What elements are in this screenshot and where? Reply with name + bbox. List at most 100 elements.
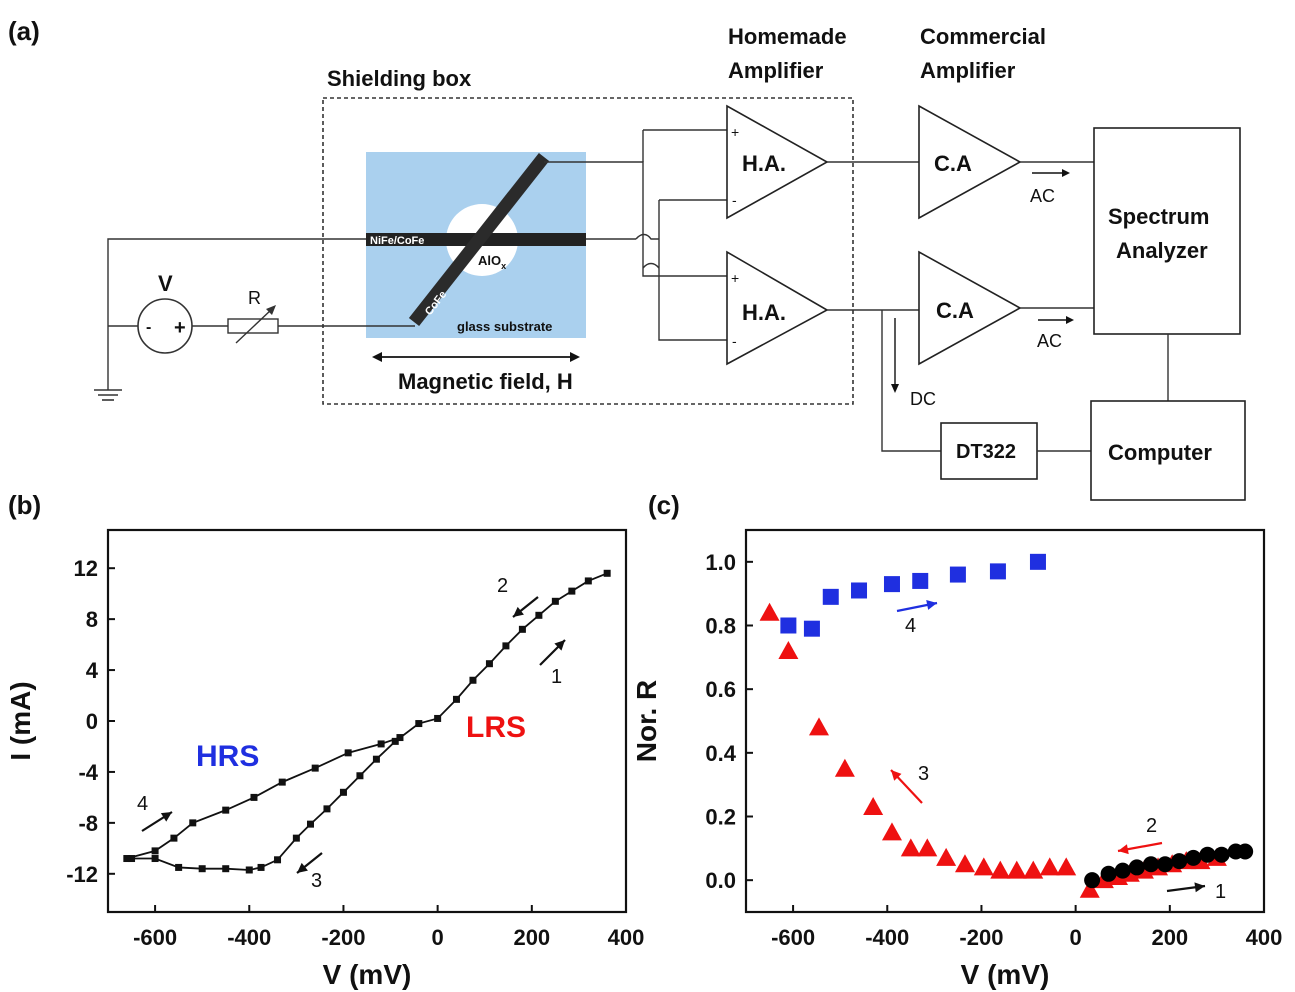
data-point-square: [1029, 553, 1046, 570]
data-point: [485, 660, 493, 668]
homemade-amp-1: [726, 104, 829, 220]
spectrum-label-1: Spectrum: [1108, 204, 1209, 229]
data-point-circle: [1114, 862, 1131, 879]
data-point-square: [989, 563, 1006, 580]
ca1-label: C.A: [934, 151, 972, 176]
annotation-2: 2: [497, 575, 508, 597]
plot-frame: [744, 528, 1266, 914]
annotation-1: 1: [1215, 881, 1226, 903]
data-point-square: [912, 572, 929, 589]
lrs-label: LRS: [466, 711, 526, 744]
y-tick-label: 0.4: [705, 741, 736, 766]
panel-label-b: (b): [8, 490, 41, 520]
panel-label-a: (a): [8, 16, 40, 46]
direction-arrow-2-head: [1118, 844, 1129, 855]
y-tick-label: -4: [78, 760, 98, 785]
arrow-head-right: [570, 352, 580, 362]
data-point-triangle: [834, 758, 855, 777]
wire-crossover-2: [635, 233, 659, 240]
data-point: [151, 855, 159, 863]
data-point: [502, 642, 510, 650]
resistor-label: R: [248, 288, 261, 308]
y-tick-label: 0: [86, 709, 98, 734]
y-tick-label: 4: [86, 658, 99, 683]
commercial-amp-label-1: Commercial: [920, 24, 1046, 49]
wire-dc-branch: [881, 310, 942, 452]
hrs-label: HRS: [196, 740, 259, 773]
data-point: [311, 764, 319, 772]
data-point-triangle: [1023, 860, 1044, 879]
data-point: [189, 819, 197, 827]
data-point: [274, 856, 282, 864]
y-tick-label: 0.8: [705, 614, 736, 639]
data-point: [396, 734, 404, 742]
data-point: [123, 855, 131, 863]
data-point: [128, 855, 136, 863]
commercial-amp-label-2: Amplifier: [920, 58, 1016, 83]
homemade-amp-label-1: Homemade: [728, 24, 847, 49]
data-point: [175, 863, 183, 871]
data-point: [292, 834, 300, 842]
data-point-square: [851, 582, 868, 599]
data-point: [568, 587, 576, 595]
ha1-minus: -: [732, 192, 737, 208]
data-point-triangle: [1079, 879, 1100, 898]
computer-label: Computer: [1108, 440, 1212, 465]
data-point: [257, 863, 265, 871]
spectrum-label-2: Analyzer: [1116, 238, 1208, 263]
data-point-circle: [1171, 853, 1188, 870]
panel-label-c: (c): [648, 490, 680, 520]
data-point-triangle: [900, 838, 921, 857]
data-point: [434, 714, 442, 722]
ac-arrow-2-head: [1066, 316, 1074, 324]
x-tick-label: -400: [865, 925, 909, 950]
data-point-triangle: [881, 822, 902, 841]
data-point-square: [883, 576, 900, 593]
data-point-circle: [1199, 846, 1216, 863]
data-point-square: [822, 588, 839, 605]
chart-c-normalized-resistance: -600 -400 -200 0 200 400 1.0 0.8 0.6 0.4 0.2 0.0 V (…: [631, 528, 1283, 990]
data-point-triangle: [808, 717, 829, 736]
data-point-circle: [1237, 843, 1254, 860]
x-tick-label: 400: [608, 925, 645, 950]
data-point: [323, 805, 331, 813]
direction-arrow-1-head: [554, 640, 565, 651]
data-point-square: [949, 566, 966, 583]
direction-arrow-3-head: [891, 770, 902, 781]
annotation-4: 4: [905, 615, 916, 637]
wire-ha2-minus: [658, 200, 727, 341]
data-point-square: [803, 620, 820, 637]
x-tick-label: 400: [1246, 925, 1283, 950]
y-tick-label: -12: [66, 862, 98, 887]
data-point: [222, 806, 230, 814]
wire-ha2-plus: [642, 268, 727, 277]
x-tick-label: -200: [321, 925, 365, 950]
data-point: [584, 577, 592, 585]
y-tick-label: 12: [74, 556, 98, 581]
wire-top-electrode: [107, 238, 366, 390]
dt322-label: DT322: [956, 441, 1016, 463]
y-axis-label: Nor. R: [631, 680, 662, 762]
data-point: [245, 866, 253, 874]
data-point-circle: [1100, 865, 1117, 882]
y-tick-label: 0.0: [705, 868, 736, 893]
x-tick-label: -400: [227, 925, 271, 950]
data-point-triangle: [1006, 860, 1027, 879]
data-point: [551, 597, 559, 605]
source-plus: +: [174, 317, 186, 339]
data-point-triangle: [778, 640, 799, 659]
direction-arrow-2-head: [513, 606, 524, 617]
alox-label: AlOx: [478, 253, 506, 271]
ha2-plus: +: [731, 270, 739, 286]
data-point-circle: [1128, 859, 1145, 876]
dc-arrow-head: [891, 384, 899, 393]
ca2-label: C.A: [936, 298, 974, 323]
cofe-electrode: [408, 152, 550, 327]
direction-arrow-1-head: [1194, 882, 1205, 893]
wire-crossover-1: [642, 262, 660, 269]
data-point-triangle: [1039, 857, 1060, 876]
data-point-triangle: [917, 838, 938, 857]
dc-label: DC: [910, 389, 936, 409]
